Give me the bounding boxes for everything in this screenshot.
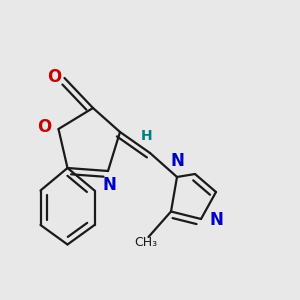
Text: O: O [37, 118, 51, 136]
Text: H: H [141, 130, 153, 143]
Text: N: N [103, 176, 116, 194]
Text: N: N [210, 211, 224, 229]
Text: O: O [47, 68, 61, 85]
Text: CH₃: CH₃ [134, 236, 158, 249]
Text: N: N [170, 152, 184, 170]
